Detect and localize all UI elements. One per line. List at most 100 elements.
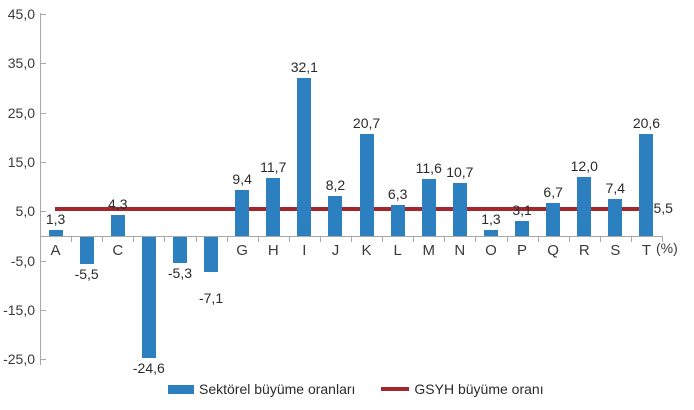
x-tick-mark — [288, 237, 290, 242]
x-label-L: L — [393, 242, 402, 259]
y-tick-label: -25,0 — [3, 351, 35, 368]
value-label-A: 1,3 — [45, 210, 66, 227]
bar-N — [452, 183, 467, 236]
value-label-K: 20,7 — [352, 114, 381, 131]
bar-R — [577, 176, 592, 236]
value-label-Q: 6,7 — [543, 183, 563, 200]
value-label-I: 32,1 — [290, 58, 318, 75]
bar-S — [608, 199, 623, 236]
x-label-S: S — [610, 242, 621, 259]
x-tick-mark — [599, 237, 601, 242]
x-label-T: T — [641, 242, 652, 259]
x-tick-mark — [568, 237, 570, 242]
bar-L — [390, 204, 405, 236]
value-label-C: 4,3 — [108, 195, 128, 212]
bar-D — [141, 237, 156, 359]
x-label-K: K — [361, 242, 372, 259]
y-tick-label: -15,0 — [3, 301, 35, 318]
x-label-N: N — [454, 242, 466, 259]
bar-F — [204, 237, 219, 273]
value-label-S: 7,4 — [605, 180, 626, 197]
x-tick-mark — [195, 237, 197, 242]
x-tick-mark — [662, 237, 663, 242]
x-tick-mark — [444, 237, 446, 242]
value-label-H: 11,7 — [260, 159, 287, 176]
bar-M — [421, 178, 436, 236]
x-label-R: R — [578, 242, 590, 259]
bar-A — [48, 229, 63, 236]
y-tick-mark — [41, 112, 46, 114]
y-tick-mark — [41, 359, 46, 361]
legend-bar-label: Sektörel büyüme oranları — [199, 381, 356, 397]
x-tick-mark — [319, 237, 321, 242]
gsyh-reference-line — [54, 206, 650, 211]
bar-O — [483, 229, 498, 236]
legend-line-swatch-icon — [381, 387, 410, 391]
x-tick-mark — [102, 237, 104, 242]
y-tick-mark — [41, 14, 46, 15]
value-label-L: 6,3 — [387, 185, 408, 202]
x-label-Q: Q — [547, 242, 559, 259]
value-label-M: 11,6 — [415, 159, 442, 176]
legend-line-label: GSYH büyüme oranı — [414, 381, 544, 397]
x-tick-mark — [475, 237, 477, 242]
value-label-P: 3,1 — [512, 201, 532, 218]
x-tick-mark — [537, 237, 539, 242]
bar-P — [515, 220, 530, 236]
x-tick-mark — [71, 237, 73, 242]
x-label-J: J — [331, 242, 340, 259]
y-tick-mark — [41, 211, 46, 213]
y-tick-mark — [41, 63, 46, 65]
reference-line-value-label: 5,5 — [653, 199, 673, 216]
y-tick-mark — [41, 162, 46, 163]
value-label-E: -5,3 — [167, 265, 192, 282]
x-tick-mark — [164, 237, 166, 242]
y-tick-label: -5,0 — [10, 252, 35, 269]
x-axis-line — [40, 236, 663, 237]
x-tick-mark — [133, 237, 135, 242]
y-tick-label: 35,0 — [7, 55, 35, 72]
bar-J — [328, 195, 343, 236]
value-label-T: 20,6 — [632, 115, 661, 132]
value-label-R: 12,0 — [570, 157, 598, 174]
x-tick-mark — [382, 237, 384, 242]
x-label-A: A — [50, 242, 61, 259]
x-tick-mark — [630, 237, 632, 242]
y-tick-mark — [41, 260, 46, 262]
bar-E — [172, 237, 187, 264]
bar-C — [110, 214, 125, 236]
x-tick-mark — [40, 237, 41, 242]
value-label-G: 9,4 — [232, 170, 252, 187]
bar-B — [79, 237, 94, 265]
x-tick-mark — [413, 237, 415, 242]
bar-H — [266, 178, 281, 236]
y-tick-label: 5,0 — [15, 203, 35, 220]
bar-G — [235, 189, 250, 236]
value-label-D: -24,6 — [132, 360, 165, 377]
y-axis-line — [40, 13, 41, 365]
y-tick-label: 15,0 — [7, 154, 35, 170]
x-label-M: M — [422, 242, 436, 259]
x-label-I: I — [302, 242, 307, 259]
value-label-O: 1,3 — [481, 210, 501, 227]
bar-Q — [546, 202, 561, 236]
bar-T — [639, 134, 654, 236]
bar-K — [359, 133, 374, 236]
bar-I — [297, 77, 312, 236]
legend-bar-swatch-icon — [168, 384, 194, 394]
y-tick-label: 25,0 — [7, 104, 35, 121]
y-tick-mark — [41, 309, 46, 311]
x-axis-unit-label: (%) — [656, 240, 678, 256]
value-label-J: 8,2 — [325, 176, 346, 193]
value-label-F: -7,1 — [198, 290, 224, 307]
legend: Sektörel büyüme oranları GSYH büyüme ora… — [168, 381, 544, 397]
x-label-O: O — [485, 242, 497, 259]
x-tick-mark — [351, 237, 352, 242]
value-label-N: 10,7 — [446, 164, 474, 181]
y-tick-label: 45,0 — [7, 6, 35, 22]
x-tick-mark — [226, 237, 228, 242]
x-label-G: G — [236, 242, 248, 259]
value-label-B: -5,5 — [74, 266, 99, 283]
x-label-P: P — [517, 242, 528, 259]
